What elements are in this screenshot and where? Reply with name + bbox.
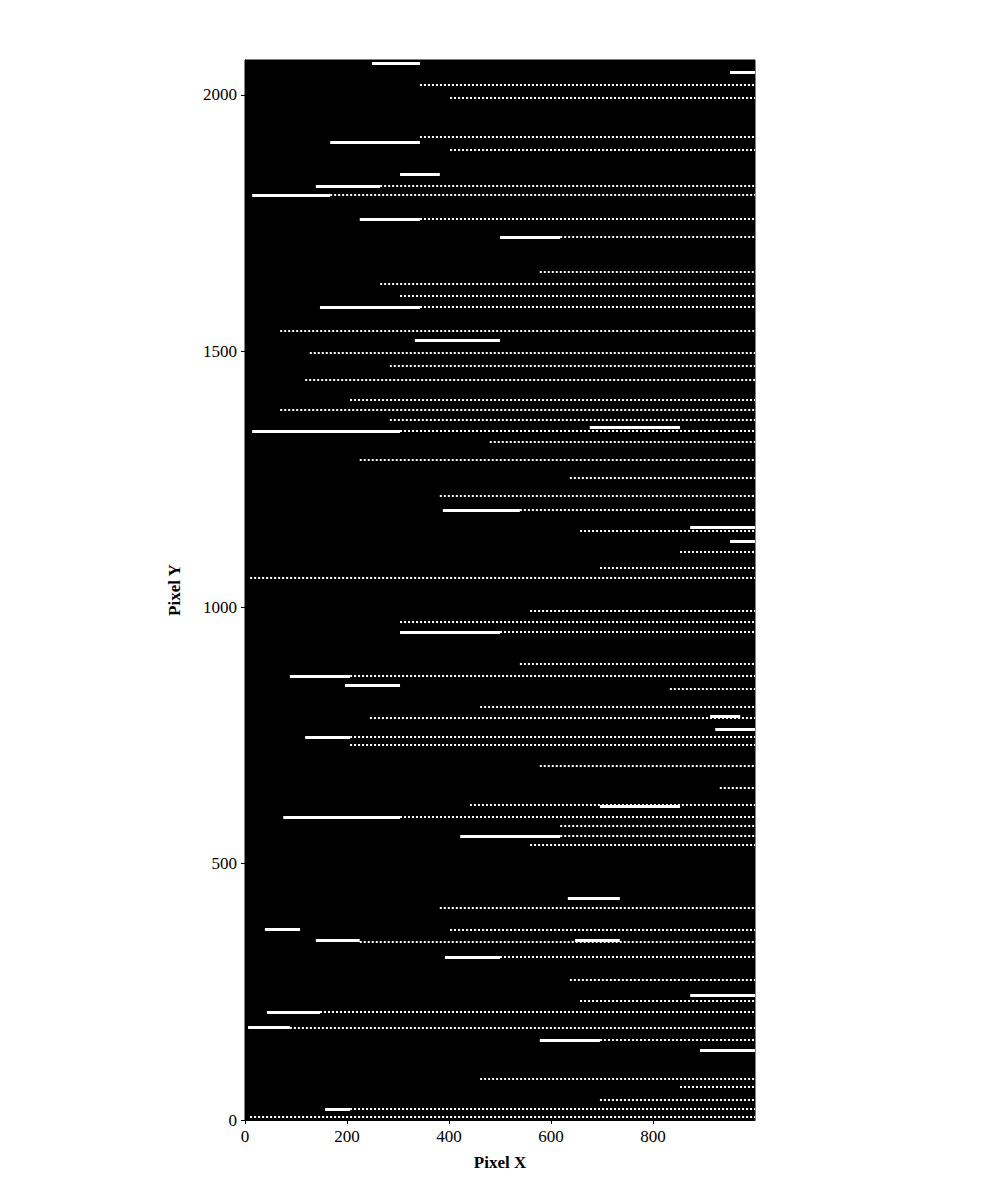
svg-text:800: 800 [640, 1127, 666, 1146]
svg-text:200: 200 [334, 1127, 360, 1146]
svg-text:1000: 1000 [203, 598, 237, 617]
svg-text:0: 0 [241, 1127, 250, 1146]
svg-text:Pixel Y: Pixel Y [165, 564, 184, 616]
svg-text:1500: 1500 [203, 342, 237, 361]
svg-text:600: 600 [538, 1127, 564, 1146]
svg-text:0: 0 [229, 1111, 238, 1130]
svg-text:500: 500 [212, 854, 238, 873]
svg-text:2000: 2000 [203, 85, 237, 104]
svg-text:Pixel X: Pixel X [474, 1153, 527, 1172]
svg-text:400: 400 [436, 1127, 462, 1146]
